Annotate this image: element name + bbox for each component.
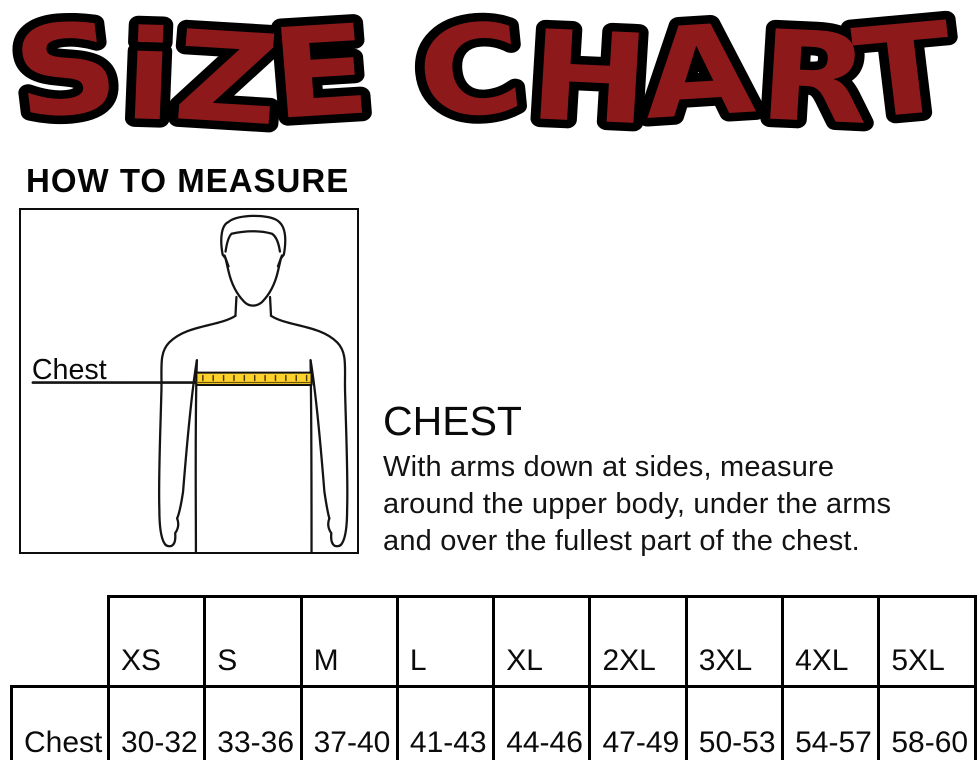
title-outline-text: SiZE CHART [9,0,961,152]
description-line-3: and over the fullest part of the chest. [383,525,860,557]
chest-description: With arms down at sides, measure around … [383,449,891,560]
body-figure-illustration: Chest [31,214,349,552]
neck-left [234,295,238,317]
hairline [224,230,282,253]
chest-value-5xl: 58-60 [877,685,977,760]
chest-value-3xl: 50-53 [684,685,785,760]
header-spacer-cell [12,597,109,687]
left-arm-inner [176,359,199,520]
size-table: XS S M L XL 2XL 3XL 4XL 5XL Chest 30-32 … [10,595,977,760]
size-col-header-4xl: 4XL [781,595,881,688]
size-col-header-s: S [203,595,303,688]
description-line-2: around the upper body, under the arms [383,488,892,520]
size-col-header-5xl: 5XL [877,595,977,688]
size-col-header-3xl: 3XL [684,595,785,688]
torso-right [309,359,313,552]
chest-section-heading: CHEST [383,398,522,444]
size-col-header-xl: XL [492,595,592,688]
measure-figure-box: Chest [19,208,359,554]
chest-row-label: Chest [10,685,110,760]
size-header-row: XS S M L XL 2XL 3XL 4XL 5XL [12,595,977,688]
size-col-header-m: M [299,595,399,688]
right-arm-outer [269,314,349,548]
size-chart-title: SiZE CHART SiZE CHART [9,0,969,152]
chest-value-2xl: 47-49 [588,685,688,760]
right-arm-inner [309,359,331,520]
neck-right [268,295,273,317]
chest-value-xl: 44-46 [492,685,592,760]
sideburn-left [223,254,230,268]
torso-left [194,359,199,552]
left-arm-outer [157,314,237,548]
measuring-tape [195,371,313,386]
chest-value-xs: 30-32 [106,685,207,760]
description-line-1: With arms down at sides, measure [383,451,835,483]
chest-value-4xl: 54-57 [781,685,881,760]
chest-figure-label: Chest [32,354,107,386]
title-fill-text: SiZE CHART [9,0,961,152]
chest-value-s: 33-36 [203,685,303,760]
how-to-measure-heading: HOW TO MEASURE [26,162,350,199]
size-col-header-2xl: 2XL [588,595,688,688]
chest-measurement-row: Chest 30-32 33-36 37-40 41-43 44-46 47-4… [10,685,977,760]
size-col-header-l: L [395,595,496,688]
chest-value-l: 41-43 [395,685,496,760]
sideburn-right [276,254,284,268]
size-col-header-xs: XS [106,595,207,688]
chest-value-m: 37-40 [299,685,399,760]
head-outline [220,214,287,307]
